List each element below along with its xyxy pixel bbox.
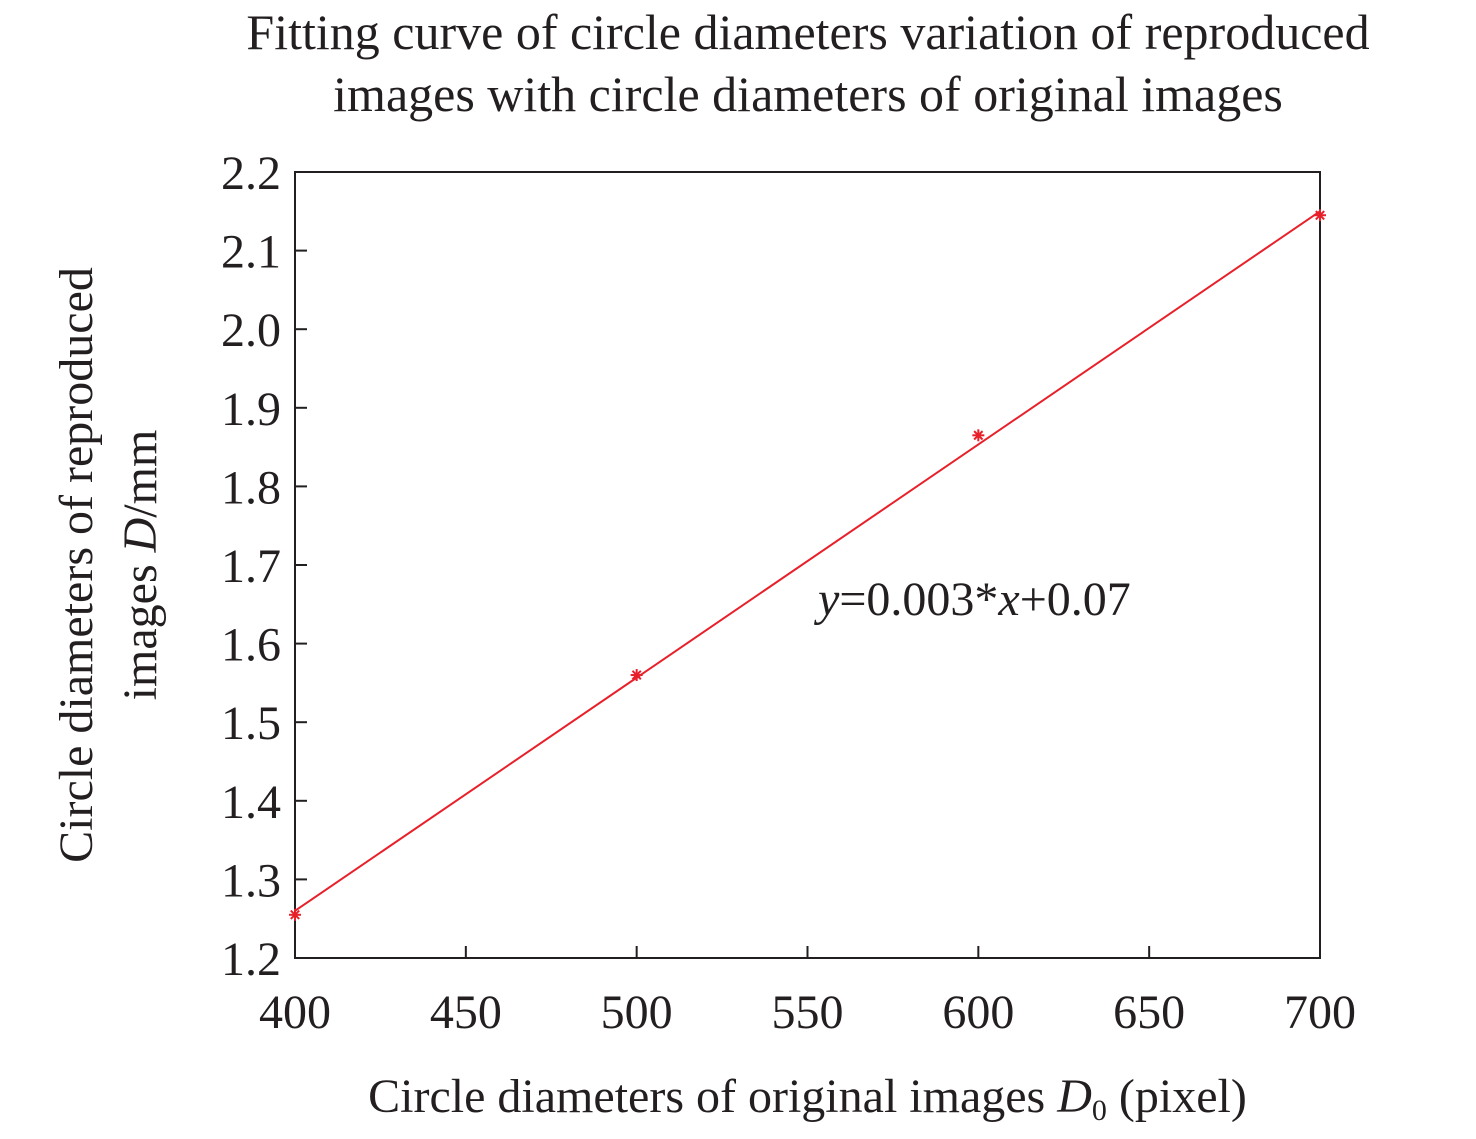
- y-axis-label-line2-suffix: /mm: [114, 430, 167, 518]
- y-axis-label: Circle diameters of reproduced images D/…: [50, 267, 167, 863]
- y-axis-ticks: 1.2 1.3 1.4 1.5 1.6 1.7 1.8 1.9 2.0 2.1 2.2: [221, 147, 307, 986]
- y-tick-label: 1.8: [221, 461, 281, 514]
- chart-title-line2: images with circle diameters of original…: [333, 66, 1283, 122]
- x-tick-label: 500: [601, 986, 673, 1039]
- y-tick-label: 1.6: [221, 619, 281, 672]
- x-axis-label-prefix: Circle diameters of original images: [368, 1070, 1057, 1123]
- y-tick-label: 2.2: [221, 147, 281, 200]
- equation-y-var: y: [813, 573, 840, 626]
- y-tick-label: 1.9: [221, 383, 281, 436]
- chart-title-line1: Fitting curve of circle diameters variat…: [246, 4, 1370, 60]
- data-series: [289, 209, 1326, 921]
- y-tick-label: 1.4: [221, 776, 281, 829]
- y-axis-label-line2: images D/mm: [114, 430, 167, 701]
- x-axis-ticks: 400 450 500 550 600 650 700: [259, 946, 1356, 1039]
- y-tick-label: 1.7: [221, 540, 281, 593]
- data-point-marker: [1314, 209, 1326, 222]
- y-tick-label: 2.1: [221, 226, 281, 279]
- y-tick-label: 1.3: [221, 854, 281, 907]
- equation-end: +0.07: [1020, 573, 1131, 626]
- y-tick-label: 1.5: [221, 697, 281, 750]
- fit-line: [294, 210, 1321, 912]
- x-axis-label-var: D: [1056, 1070, 1092, 1123]
- plot-frame: [294, 171, 1321, 959]
- y-axis-label-line1: Circle diameters of reproduced: [50, 267, 103, 863]
- x-tick-label: 600: [942, 986, 1014, 1039]
- x-axis-label: Circle diameters of original images D0 (…: [368, 1070, 1247, 1127]
- y-axis-label-line2-prefix: images: [114, 552, 167, 700]
- equation-x-var: x: [997, 573, 1019, 626]
- x-tick-label: 650: [1113, 986, 1185, 1039]
- x-tick-label: 550: [772, 986, 844, 1039]
- data-point-marker: [630, 669, 643, 682]
- x-tick-label: 700: [1284, 986, 1356, 1039]
- x-tick-label: 450: [430, 986, 502, 1039]
- x-axis-label-sub: 0: [1092, 1094, 1107, 1127]
- data-point-marker: [972, 429, 985, 442]
- x-axis-label-suffix: (pixel): [1107, 1070, 1247, 1123]
- y-axis-label-line2-var: D: [114, 518, 167, 554]
- x-tick-label: 400: [259, 986, 331, 1039]
- equation-mid: =0.003*: [839, 573, 998, 626]
- y-tick-label: 2.0: [221, 304, 281, 357]
- y-tick-label: 1.2: [221, 933, 281, 986]
- fit-equation-annotation: y=0.003*x+0.07: [813, 573, 1131, 626]
- data-point-marker: [289, 908, 301, 921]
